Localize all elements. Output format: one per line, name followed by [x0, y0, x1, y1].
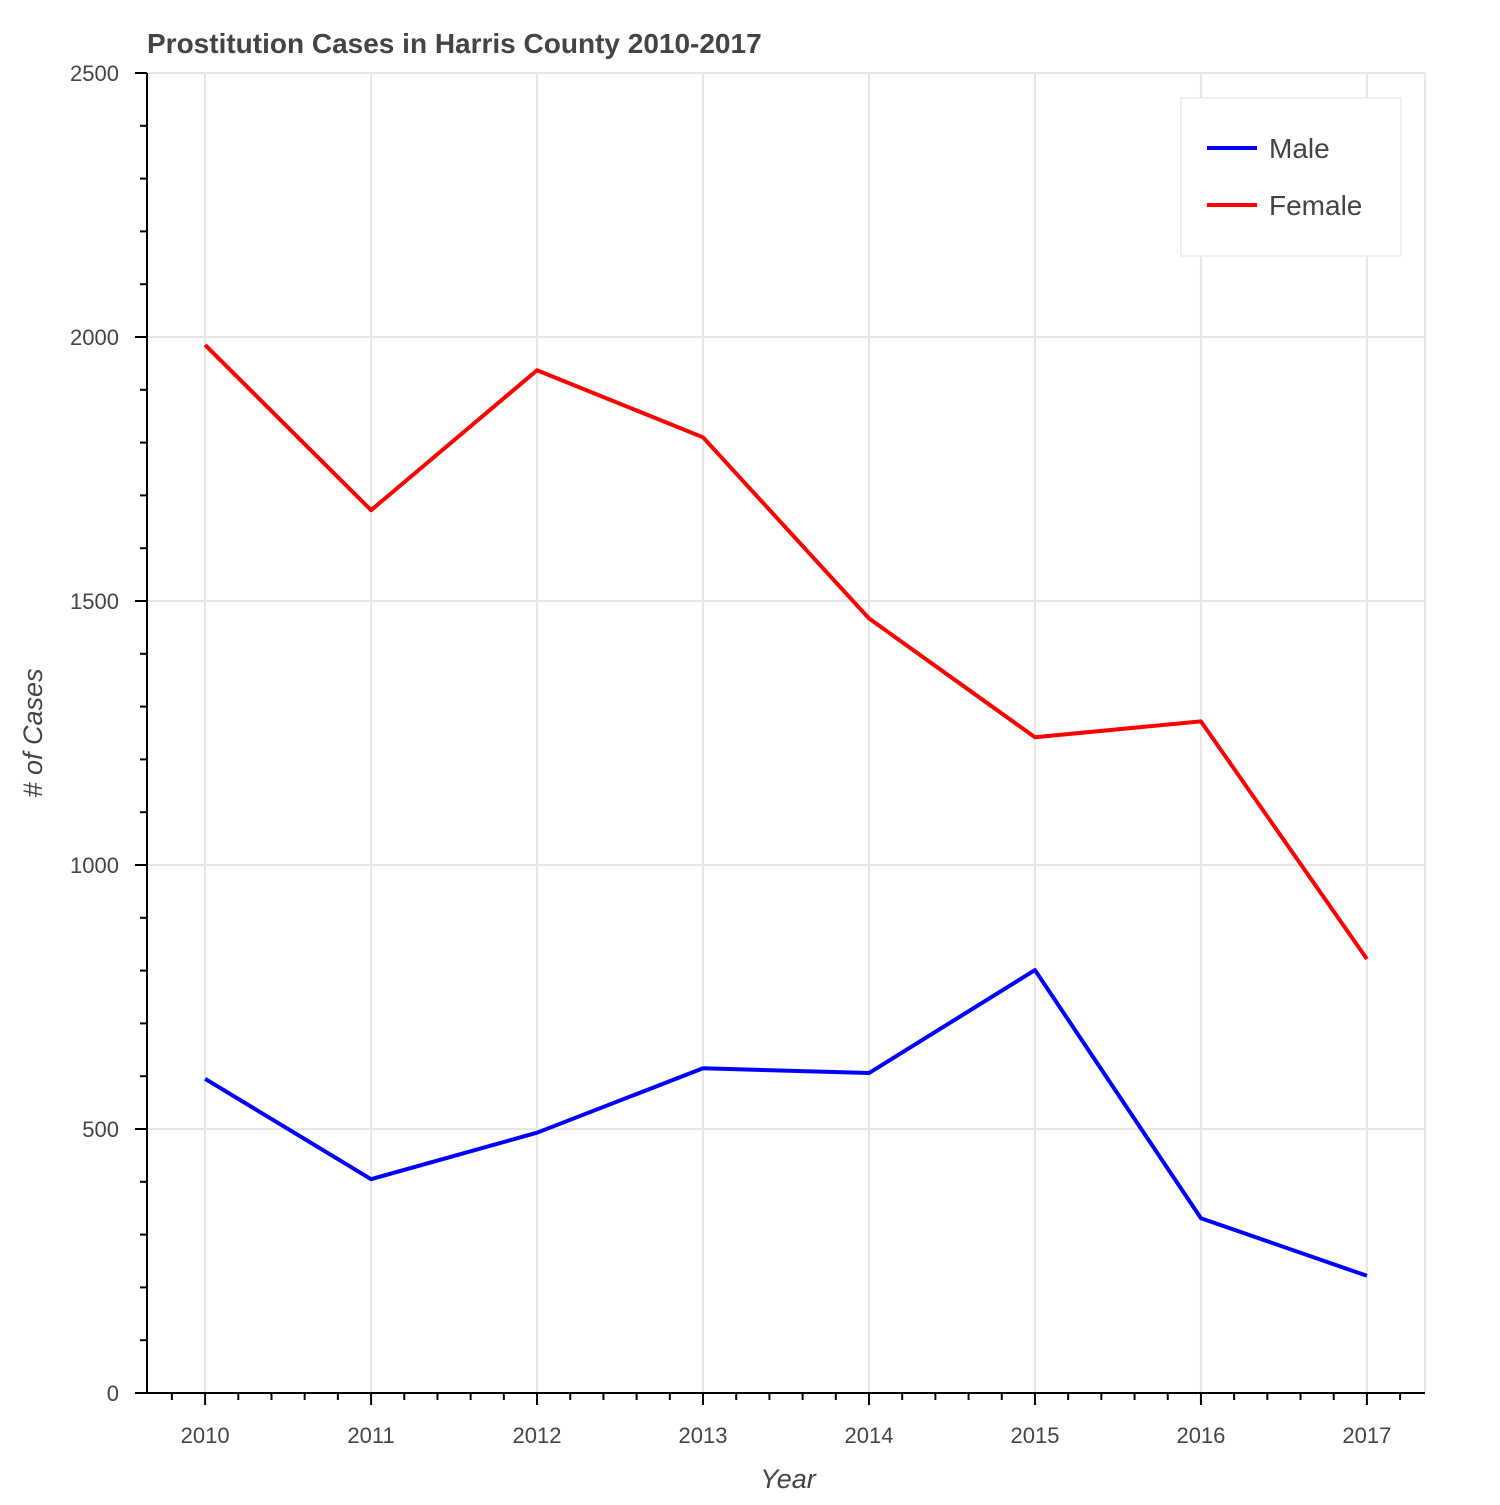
chart-title: Prostitution Cases in Harris County 2010…: [147, 28, 762, 59]
x-tick-label: 2012: [513, 1423, 562, 1448]
y-axis-label: # of Cases: [18, 668, 48, 797]
axes: 0 500 1000 1500 2000 2500 2010 2011 2012 2013 2014…: [70, 61, 1425, 1448]
legend-label-male: Male: [1269, 133, 1330, 164]
y-tick-label: 500: [82, 1117, 119, 1142]
x-tick-label: 2010: [181, 1423, 230, 1448]
y-tick-label: 2000: [70, 325, 119, 350]
legend-label-female: Female: [1269, 190, 1362, 221]
x-tick-label: 2011: [347, 1423, 394, 1448]
legend-box: [1180, 97, 1402, 257]
x-axis-label: Year: [760, 1464, 817, 1494]
y-tick-label: 2500: [70, 61, 119, 86]
series-female: [203, 343, 1369, 961]
y-tick-label: 0: [107, 1381, 119, 1406]
x-tick-label: 2014: [845, 1423, 894, 1448]
x-tick-label: 2013: [679, 1423, 728, 1448]
x-tick-label: 2015: [1010, 1423, 1059, 1448]
x-tick-label: 2016: [1176, 1423, 1225, 1448]
y-tick-label: 1500: [70, 589, 119, 614]
y-tick-label: 1000: [70, 853, 119, 878]
x-tick-label: 2017: [1342, 1423, 1391, 1448]
series-line-male: [204, 968, 1368, 1278]
legend: Male Female: [1180, 97, 1402, 257]
series-line-female: [203, 343, 1369, 961]
series-lines: [203, 343, 1369, 1278]
grid: [147, 72, 1426, 1393]
series-male: [204, 968, 1368, 1278]
